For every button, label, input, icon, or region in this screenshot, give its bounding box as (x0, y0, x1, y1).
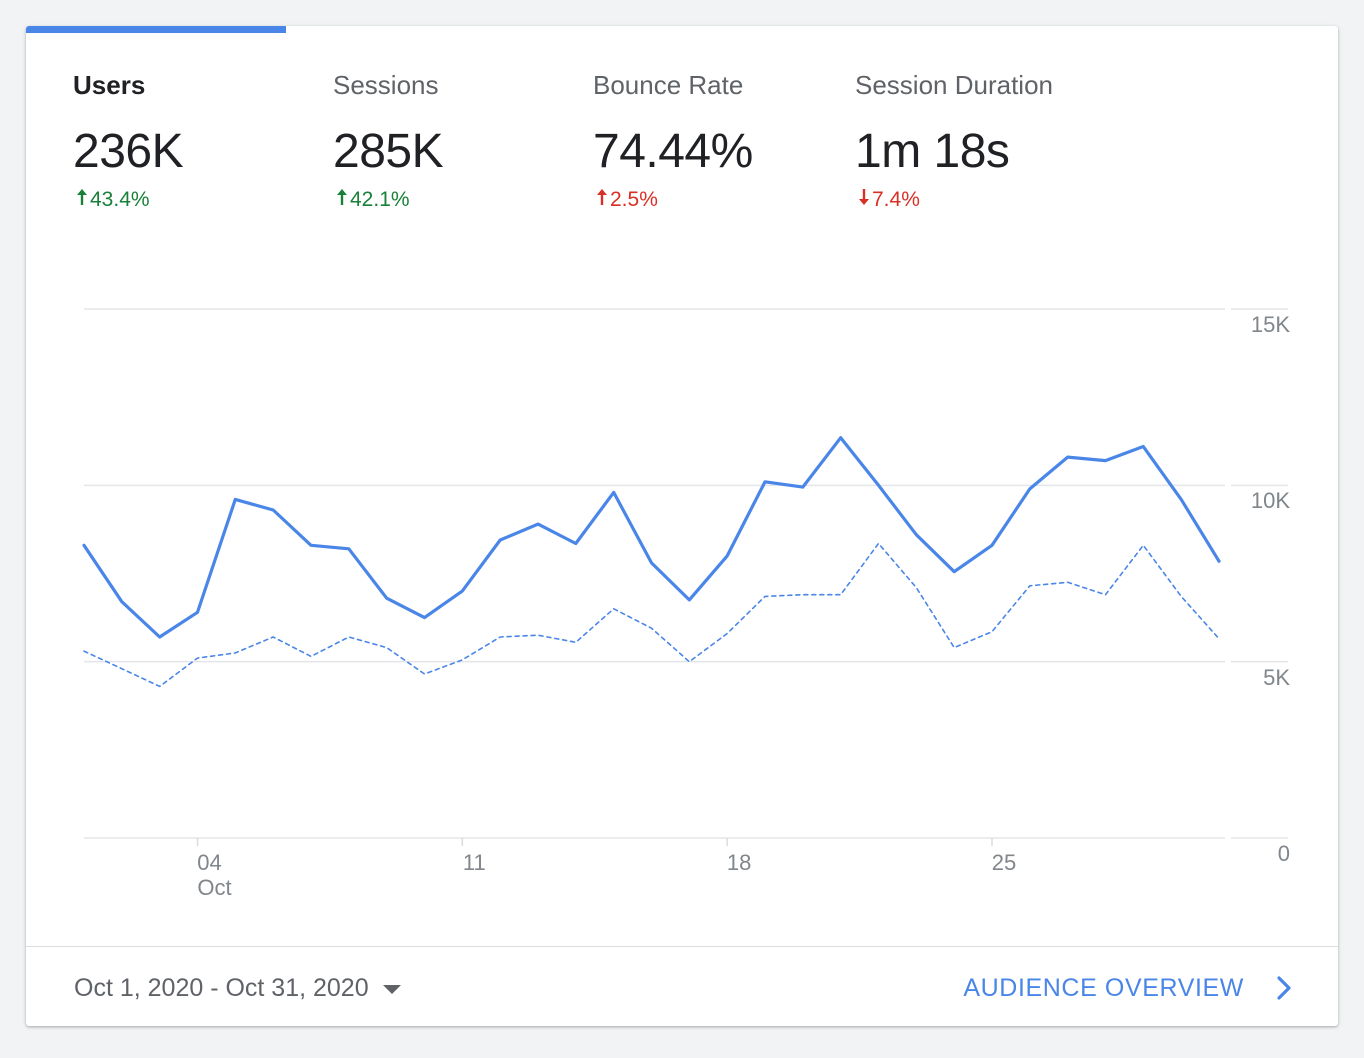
x-tick-label: 11 (462, 850, 486, 875)
audience-overview-label: AUDIENCE OVERVIEW (963, 973, 1244, 1002)
tab-sessions-delta: 42.1% (336, 188, 410, 212)
arrow-up-icon (336, 188, 350, 212)
active-tab-indicator (26, 26, 286, 33)
x-tick-label: 18 (726, 850, 752, 875)
card-footer: Oct 1, 2020 - Oct 31, 2020 AUDIENCE OVER… (26, 946, 1338, 1026)
tab-users-delta: 43.4% (76, 188, 150, 212)
tab-session-duration[interactable]: Session Duration 1m 18s 7.4% (808, 26, 1108, 246)
tab-session-duration-delta-value: 7.4% (872, 188, 920, 211)
tab-bounce-rate-delta-value: 2.5% (610, 188, 658, 211)
tab-sessions-label: Sessions (333, 70, 439, 100)
tab-sessions[interactable]: Sessions 285K 42.1% (286, 26, 546, 246)
y-tick-label: 0 (1277, 841, 1290, 866)
tab-bounce-rate-value: 74.44% (593, 125, 753, 178)
tab-users-value: 236K (73, 125, 184, 178)
date-range-label: Oct 1, 2020 - Oct 31, 2020 (74, 973, 369, 1002)
x-tick-sublabel: Oct (197, 875, 232, 900)
tab-session-duration-label: Session Duration (855, 70, 1053, 100)
tab-session-duration-value: 1m 18s (855, 125, 1010, 178)
y-tick-label: 5K (1263, 664, 1290, 690)
x-tick-label: 04 (197, 850, 222, 875)
users-line-chart: 15K 10K 5K 0 04 Oct 11 18 25 (26, 286, 1338, 926)
chart-svg (82, 307, 1288, 846)
audience-overview-link[interactable]: AUDIENCE OVERVIEW (963, 971, 1294, 1005)
users-series-line (82, 436, 1221, 639)
tab-session-duration-delta: 7.4% (858, 188, 920, 212)
caret-down-icon (382, 984, 401, 994)
arrow-up-icon (596, 188, 610, 212)
arrow-down-icon (858, 188, 872, 212)
tab-bounce-rate-delta: 2.5% (596, 188, 658, 212)
chevron-right-icon (1277, 976, 1291, 1000)
date-range-selector[interactable]: Oct 1, 2020 - Oct 31, 2020 (74, 971, 401, 1005)
tab-users-label: Users (73, 70, 146, 100)
tab-sessions-delta-value: 42.1% (350, 188, 410, 211)
tab-users[interactable]: Users 236K 43.4% (26, 26, 286, 246)
arrow-up-icon (76, 188, 90, 212)
tab-users-delta-value: 43.4% (90, 188, 150, 211)
y-tick-label: 15K (1250, 312, 1290, 337)
comparison-series-line (83, 542, 1220, 688)
tab-bounce-rate-label: Bounce Rate (593, 70, 744, 100)
tab-sessions-value: 285K (333, 125, 444, 178)
tab-bounce-rate[interactable]: Bounce Rate 74.44% 2.5% (546, 26, 806, 246)
audience-card: Users 236K 43.4% Sessions 285K 42.1% Bou… (26, 26, 1338, 1026)
metric-tabs: Users 236K 43.4% Sessions 285K 42.1% Bou… (26, 26, 1338, 246)
y-tick-label: 10K (1250, 488, 1290, 514)
x-tick-label: 25 (991, 850, 1017, 875)
